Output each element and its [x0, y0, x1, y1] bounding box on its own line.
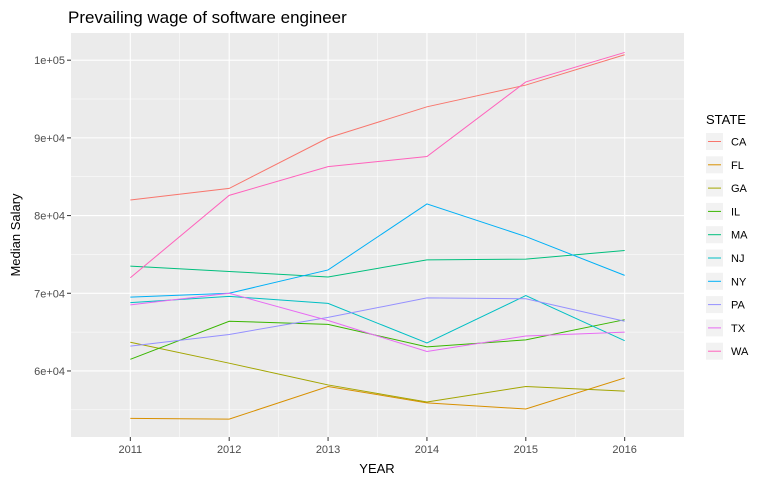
- series-line-ma: [130, 250, 625, 278]
- series-line-ca: [130, 54, 625, 201]
- legend: STATE CA FL GA IL MA NJ NY PA TX WA: [706, 112, 749, 360]
- y-axis: 6e+04 7e+04 8e+04 9e+04 1e+05: [34, 55, 71, 378]
- series-line-fl: [130, 377, 625, 420]
- series-line-ga: [130, 341, 625, 403]
- legend-label: MA: [731, 230, 748, 242]
- x-tick-label: 2012: [217, 444, 241, 456]
- x-tick-label: 2016: [612, 444, 636, 456]
- legend-label: FL: [731, 160, 744, 172]
- x-tick-label: 2011: [118, 444, 142, 456]
- x-tick-label: 2015: [514, 444, 538, 456]
- legend-label: IL: [731, 206, 740, 218]
- legend-label: NJ: [731, 253, 744, 265]
- series-line-pa: [130, 297, 625, 347]
- grid-lines: [71, 33, 684, 437]
- y-tick-label: 1e+05: [34, 55, 65, 67]
- y-tick-label: 8e+04: [34, 211, 65, 223]
- chart-title: Prevailing wage of software engineer: [68, 8, 347, 27]
- series-lines: [130, 51, 625, 420]
- legend-label: TX: [731, 323, 746, 335]
- y-tick-label: 6e+04: [34, 366, 65, 378]
- legend-label: GA: [731, 183, 748, 195]
- x-tick-label: 2014: [415, 444, 439, 456]
- legend-label: CA: [731, 137, 747, 149]
- series-line-wa: [130, 51, 625, 279]
- x-tick-label: 2013: [316, 444, 340, 456]
- legend-label: NY: [731, 276, 747, 288]
- legend-label: WA: [731, 346, 749, 358]
- y-axis-title: Median Salary: [8, 193, 23, 277]
- legend-label: PA: [731, 300, 746, 312]
- y-tick-label: 7e+04: [34, 288, 65, 300]
- legend-title: STATE: [706, 112, 746, 127]
- y-tick-label: 9e+04: [34, 133, 65, 145]
- x-axis-title: YEAR: [359, 461, 394, 476]
- series-line-ny: [130, 203, 625, 298]
- series-line-nj: [130, 295, 625, 344]
- series-line-tx: [130, 292, 625, 353]
- x-axis: 2011 2012 2013 2014 2015 2016: [118, 437, 637, 456]
